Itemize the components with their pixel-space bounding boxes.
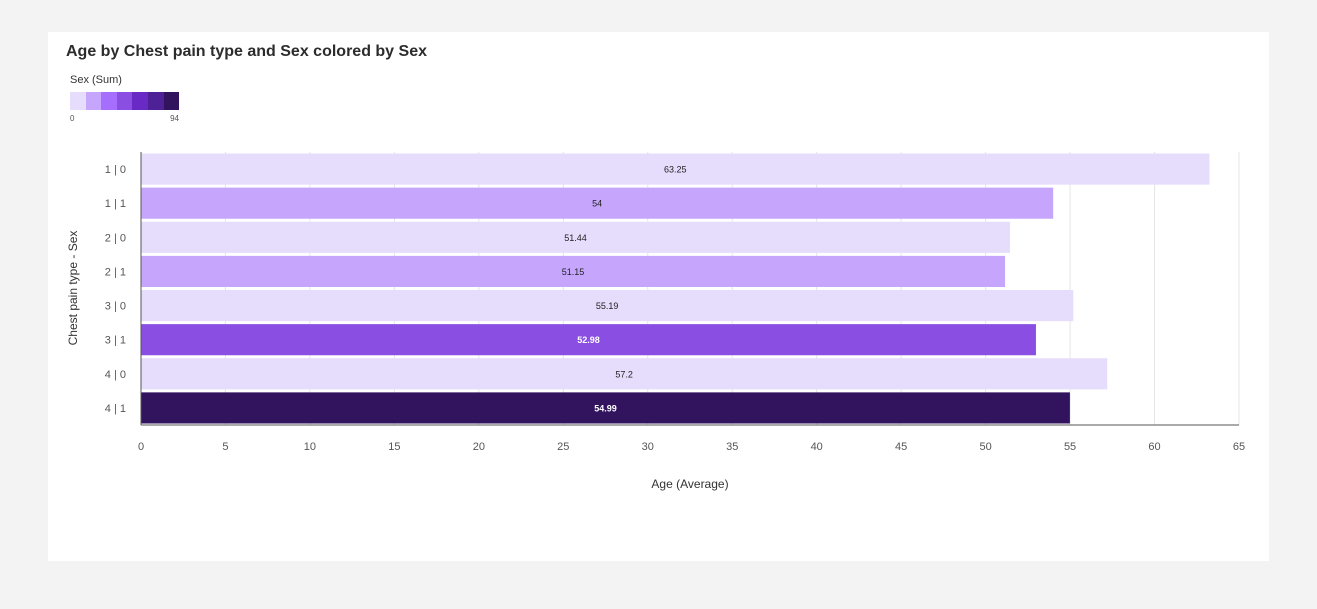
chart-title: Age by Chest pain type and Sex colored b… [66, 43, 427, 60]
bars [141, 153, 1210, 424]
bar-0[interactable] [141, 153, 1210, 185]
x-tick-label: 10 [304, 441, 316, 453]
legend-swatch-2 [101, 92, 117, 110]
x-tick-label: 60 [1148, 441, 1160, 453]
y-tick-label: 3 | 1 [105, 335, 126, 347]
x-tick-label: 50 [979, 441, 991, 453]
y-tick-label: 1 | 1 [105, 198, 126, 210]
x-tick-label: 5 [222, 441, 228, 453]
bar-1[interactable] [141, 187, 1054, 219]
y-tick-label: 1 | 0 [105, 164, 126, 176]
bar-value-label: 57.2 [615, 369, 633, 379]
legend-swatch-3 [116, 92, 133, 110]
x-tick-label: 40 [811, 441, 823, 453]
x-tick-label: 20 [473, 441, 485, 453]
bar-3[interactable] [141, 255, 1006, 287]
bar-value-label: 54 [592, 199, 602, 209]
bar-6[interactable] [141, 358, 1108, 390]
y-tick-label: 4 | 1 [105, 403, 126, 415]
x-tick-label: 35 [726, 441, 738, 453]
bar-value-label: 55.19 [596, 301, 619, 311]
data-labels: 63.25 54 51.44 51.15 55.19 52.98 57.2 54.99 [562, 165, 687, 414]
y-tick-label: 3 | 0 [105, 301, 126, 313]
x-tick-label: 0 [138, 441, 144, 453]
x-axis-title: Age (Average) [651, 477, 728, 491]
axes: 0 5 10 15 20 25 30 35 40 45 50 55 60 65 1 | 0 1 | 1 2 | … [105, 152, 1245, 453]
chart-card: Age by Chest pain type and Sex colored b… [48, 32, 1269, 561]
bar-5[interactable] [141, 324, 1036, 356]
x-tick-label: 45 [895, 441, 907, 453]
legend-title: Sex (Sum) [70, 74, 122, 86]
bar-value-label: 51.44 [564, 233, 587, 243]
bar-value-label: 52.98 [577, 335, 600, 345]
x-tick-label: 25 [557, 441, 569, 453]
bar-4[interactable] [141, 290, 1074, 322]
x-tick-label: 65 [1233, 441, 1245, 453]
legend-max-label: 94 [170, 114, 179, 123]
bar-2[interactable] [141, 221, 1010, 253]
x-tick-label: 55 [1064, 441, 1076, 453]
bar-7[interactable] [141, 392, 1070, 424]
x-tick-label: 15 [388, 441, 400, 453]
x-tick-label: 30 [642, 441, 654, 453]
bar-chart: 63.25 54 51.44 51.15 55.19 52.98 57.2 54.99 0 5 1… [66, 152, 1245, 491]
legend-swatch-4 [132, 92, 148, 110]
y-tick-label: 2 | 1 [105, 266, 126, 278]
legend-min-label: 0 [70, 114, 75, 123]
bar-value-label: 51.15 [562, 267, 585, 277]
legend-swatch-1 [85, 92, 102, 110]
y-tick-label: 2 | 0 [105, 232, 126, 244]
legend-swatch-5 [147, 92, 164, 110]
legend-swatch-6 [163, 92, 180, 110]
y-axis-title: Chest pain type - Sex [66, 231, 80, 346]
bar-value-label: 54.99 [594, 403, 617, 413]
legend-swatch-0 [70, 92, 86, 110]
legend-color-scale [70, 92, 180, 110]
bar-value-label: 63.25 [664, 165, 687, 175]
y-tick-label: 4 | 0 [105, 369, 126, 381]
